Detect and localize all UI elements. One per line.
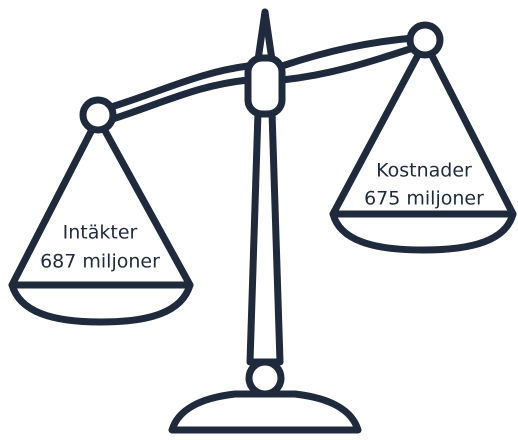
right-label: Kostnader [376, 160, 472, 182]
balance-scale: Intäkter 687 miljoner Kostnader 675 milj… [0, 0, 518, 440]
left-pan-bowl [12, 285, 190, 322]
top-spike [258, 12, 272, 60]
left-amount: 687 miljoner [40, 251, 160, 273]
beam-left-upper [108, 66, 248, 108]
base-joint [249, 362, 281, 394]
base [172, 394, 358, 430]
post [250, 112, 280, 362]
beam-right-lower [282, 48, 413, 80]
right-pivot [410, 25, 440, 55]
center-knob [248, 58, 282, 114]
left-label: Intäkter [63, 222, 138, 244]
left-pivot [83, 100, 113, 130]
right-pan-bowl [333, 214, 513, 250]
right-amount: 675 miljoner [364, 188, 484, 210]
